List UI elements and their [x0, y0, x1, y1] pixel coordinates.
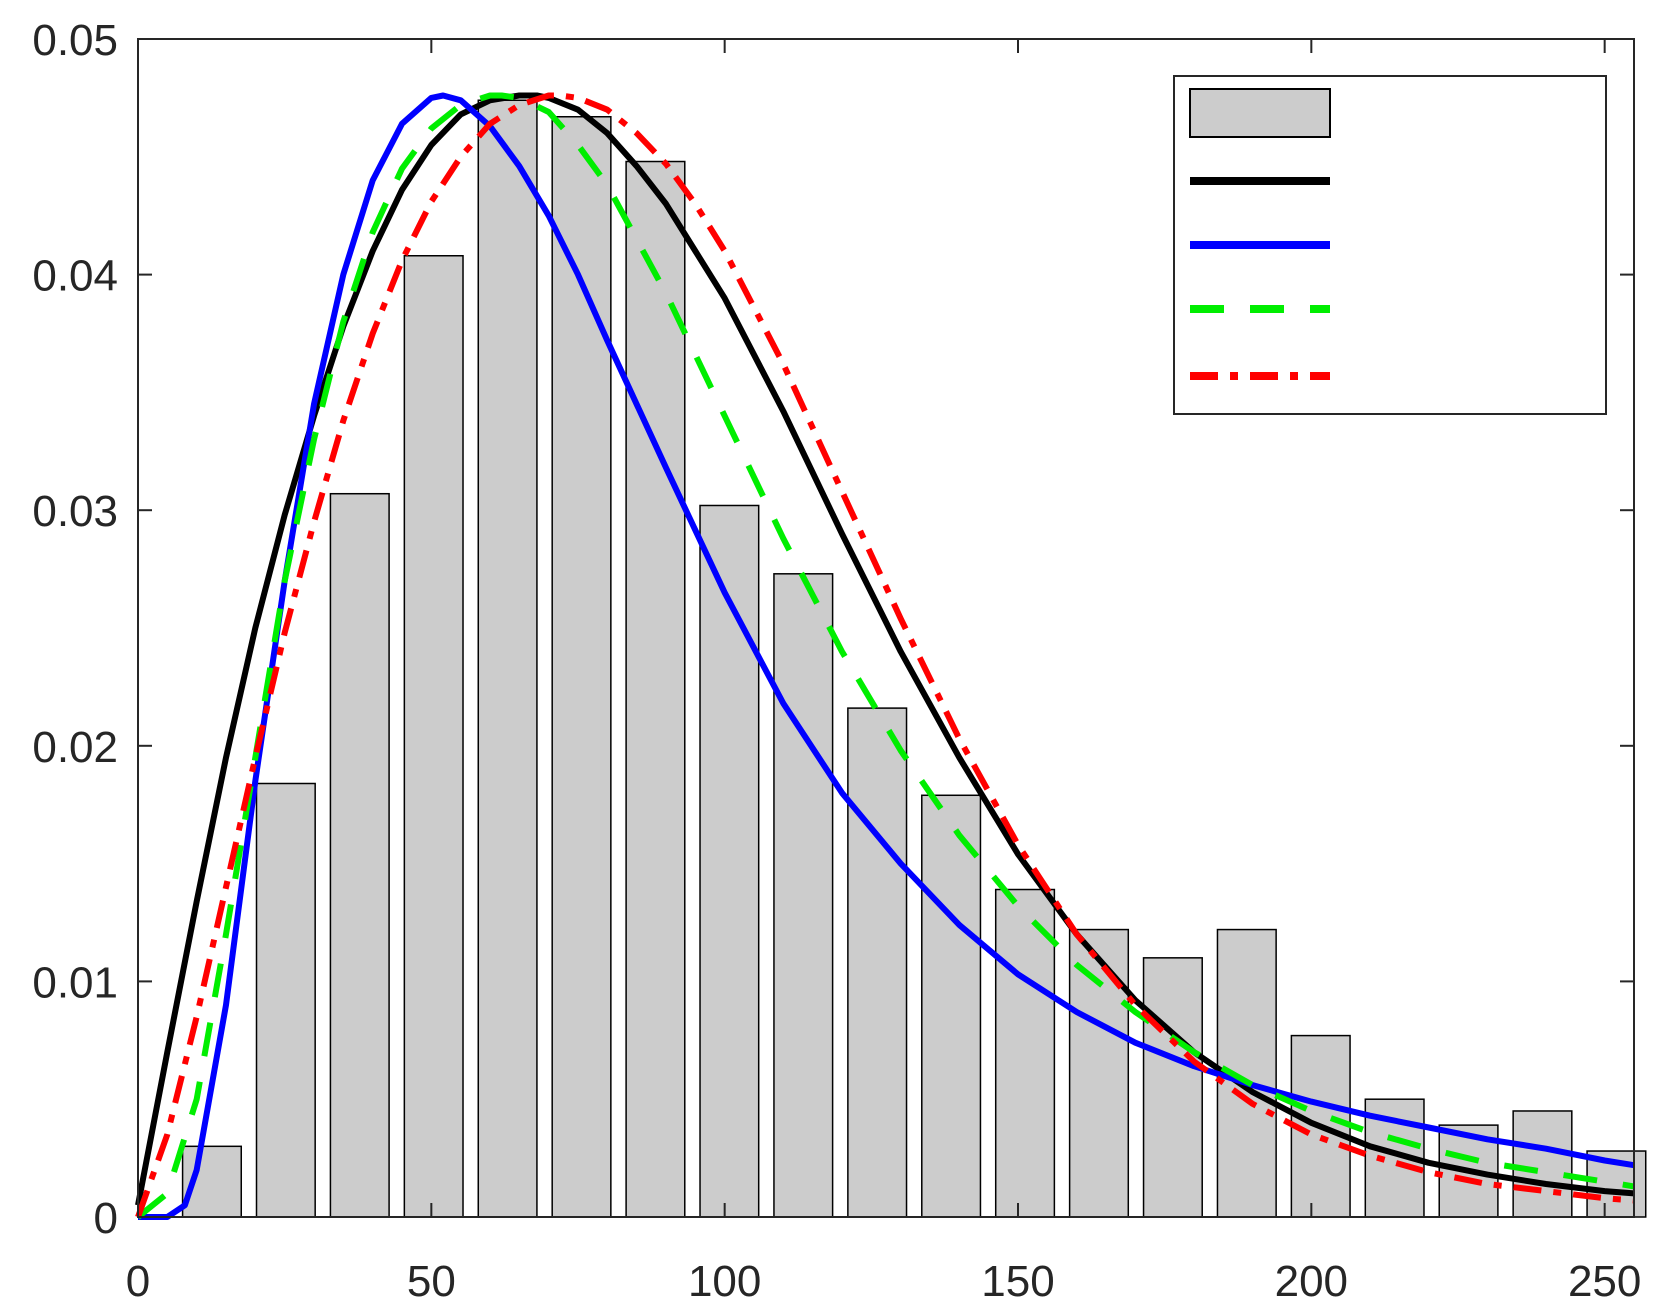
- axis-ticks: [137, 38, 1634, 1218]
- histogram-bar: [255, 782, 316, 1218]
- y-tick-label: 0: [94, 1194, 118, 1243]
- x-tick-label: 50: [407, 1257, 456, 1306]
- legend-swatch-histogram: [1189, 88, 1331, 138]
- plot-frame: [137, 38, 1635, 1218]
- histogram-bar: [994, 888, 1056, 1218]
- histogram-bar: [551, 115, 612, 1218]
- histogram-bar: [699, 504, 760, 1218]
- histogram-bar: [477, 99, 538, 1218]
- histogram-bar: [1142, 957, 1203, 1218]
- legend: [1173, 75, 1607, 415]
- y-tick-label: 0.04: [32, 252, 118, 301]
- histogram-bar: [1512, 1110, 1573, 1218]
- x-tick-label: 150: [981, 1257, 1054, 1306]
- x-tick-label: 250: [1568, 1257, 1641, 1306]
- y-tick-label: 0.01: [32, 958, 118, 1007]
- y-tick-label: 0.05: [32, 16, 118, 65]
- histogram-bars: [181, 99, 1647, 1218]
- y-axis-tick-labels: 0 0.01 0.02 0.03 0.04 0.05: [32, 16, 118, 1243]
- series-line-4: [135, 92, 1635, 1219]
- histogram-bar: [773, 573, 834, 1218]
- histogram-bar: [847, 707, 908, 1218]
- y-tick-label: 0.03: [32, 487, 118, 536]
- series-line-3: [136, 92, 1635, 1220]
- y-tick-label: 0.02: [32, 723, 118, 772]
- x-tick-label: 100: [688, 1257, 761, 1306]
- density-curves: [135, 92, 1635, 1220]
- histogram-bar: [329, 492, 390, 1218]
- x-tick-label: 0: [126, 1257, 150, 1306]
- histogram-bar: [1068, 928, 1130, 1218]
- histogram-bar: [403, 255, 464, 1218]
- x-axis-tick-labels: 0 50 100 150 200 250: [126, 1257, 1642, 1306]
- histogram-bar: [921, 794, 982, 1218]
- series-line-1: [135, 92, 1635, 1206]
- x-tick-label: 200: [1275, 1257, 1348, 1306]
